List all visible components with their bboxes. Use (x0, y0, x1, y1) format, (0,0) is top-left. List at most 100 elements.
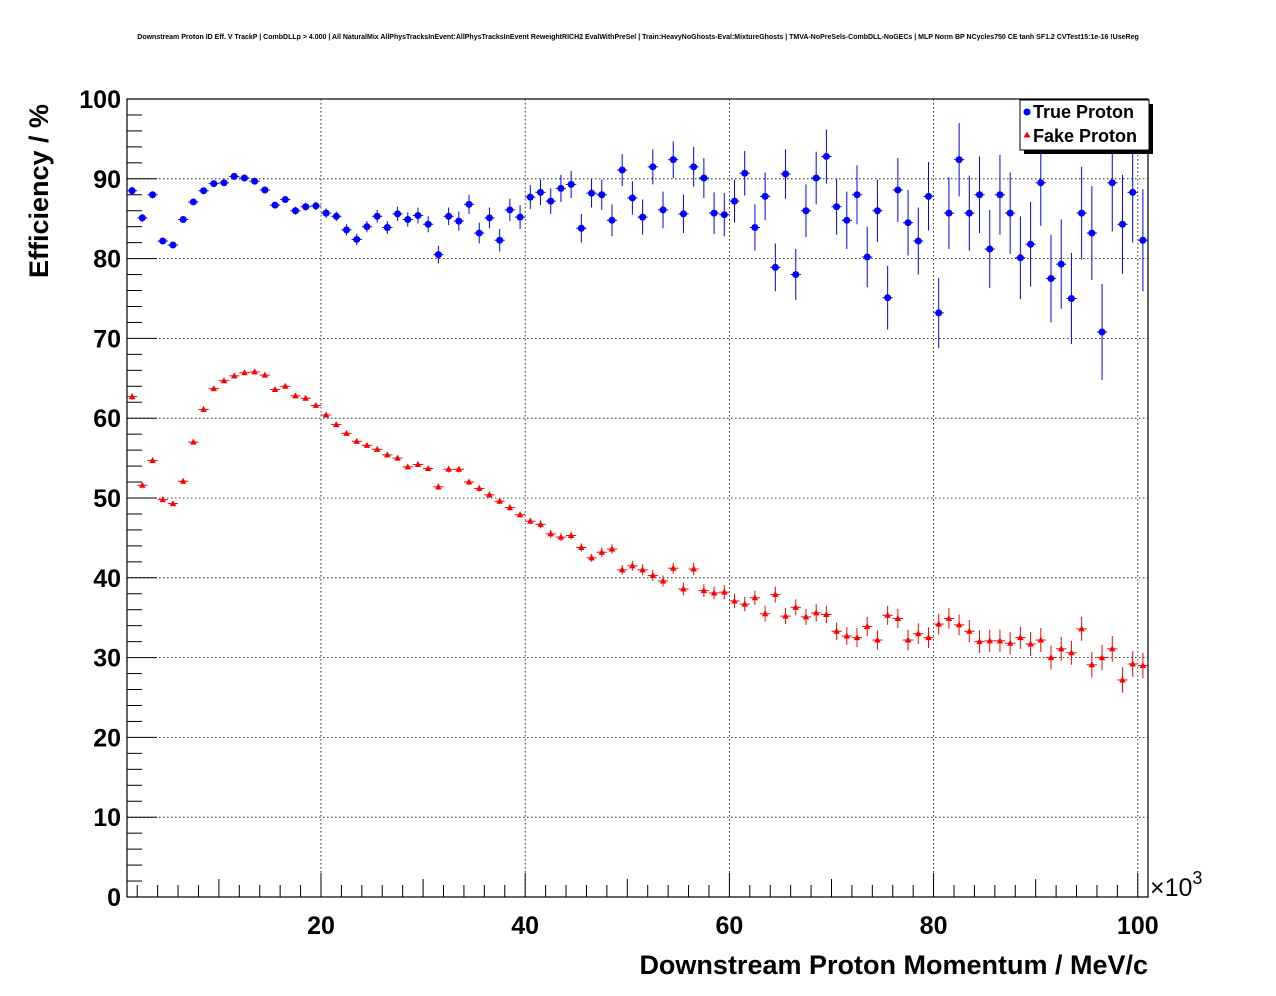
data-point (1129, 660, 1136, 667)
data-point (343, 429, 350, 436)
series-true-proton (127, 122, 1148, 380)
data-point (516, 213, 524, 221)
data-point (812, 609, 820, 616)
data-point (149, 456, 156, 463)
data-point (823, 611, 830, 618)
data-point (598, 548, 605, 555)
data-point (486, 491, 493, 498)
data-point (1068, 649, 1075, 656)
data-point (588, 554, 595, 561)
tick-labels: 0 10 20 30 40 50 60 70 80 90 100 20 40 60 80 100 (79, 86, 1158, 940)
data-point (230, 172, 238, 180)
data-point (904, 219, 912, 227)
data-point (986, 245, 994, 253)
data-point (690, 163, 698, 171)
data-point (1088, 229, 1096, 237)
data-point (424, 220, 432, 228)
data-point (363, 223, 371, 231)
data-point (302, 394, 309, 401)
data-point (1078, 209, 1086, 217)
data-point (159, 237, 167, 245)
data-point (935, 620, 942, 627)
data-point (720, 211, 728, 219)
x-axis-label: Downstream Proton Momentum / MeV/c (639, 950, 1148, 980)
data-point (659, 577, 667, 584)
data-point (567, 532, 575, 539)
data-point (577, 224, 585, 232)
data-point (506, 206, 514, 214)
data-point (680, 585, 687, 592)
legend-label-true-proton: True Proton (1033, 102, 1134, 122)
data-point (373, 212, 381, 220)
data-point (220, 377, 228, 384)
data-point (435, 483, 442, 490)
data-point (915, 630, 922, 637)
data-point (169, 241, 177, 249)
data-point (547, 530, 554, 537)
y-axis-label: Efficiency / % (24, 104, 54, 278)
data-point (1057, 260, 1065, 268)
data-point (465, 478, 473, 485)
data-point (1139, 236, 1147, 244)
data-point (526, 193, 534, 201)
data-point (802, 613, 810, 620)
data-point (200, 187, 208, 195)
data-point (853, 634, 861, 641)
data-point (547, 197, 555, 205)
data-point (241, 369, 248, 376)
data-point (179, 477, 187, 484)
data-point (884, 611, 891, 618)
plot-area (127, 99, 1148, 897)
data-point (485, 214, 493, 222)
data-point (833, 627, 840, 634)
data-point (353, 235, 361, 243)
data-point (281, 196, 289, 204)
data-point (496, 497, 503, 504)
data-point (1027, 640, 1034, 647)
data-point (761, 192, 769, 200)
y-tick-label: 50 (93, 485, 121, 513)
data-point (710, 589, 718, 596)
data-point (1006, 639, 1014, 646)
data-point (292, 392, 299, 399)
data-point (874, 636, 881, 643)
data-point (210, 180, 218, 188)
data-point (271, 385, 279, 392)
data-point (588, 189, 596, 197)
data-point (608, 216, 616, 224)
legend-box (1019, 99, 1150, 151)
data-point (1139, 662, 1147, 669)
x-multiplier-base: ×10 (1150, 874, 1192, 902)
data-point (864, 622, 871, 629)
data-point (628, 194, 636, 202)
data-point (771, 263, 779, 271)
series-fake-proton (127, 368, 1148, 693)
data-point (445, 465, 452, 472)
y-tick-label: 20 (93, 724, 121, 752)
data-point (996, 637, 1004, 644)
data-point (639, 213, 647, 221)
data-point (924, 192, 932, 200)
data-point (996, 191, 1004, 199)
data-point (710, 209, 718, 217)
data-point (1016, 254, 1024, 262)
y-tick-label: 70 (93, 325, 121, 353)
data-point (863, 253, 871, 261)
data-point (1058, 645, 1065, 652)
data-point (904, 636, 912, 643)
data-point (200, 405, 207, 412)
grid-lines (127, 99, 1148, 897)
x-axis-multiplier: ×103 (1150, 868, 1202, 902)
data-point (751, 223, 759, 231)
data-point (506, 504, 514, 511)
data-point (1047, 275, 1055, 283)
data-point (567, 180, 575, 188)
data-point (721, 588, 728, 595)
data-point (312, 202, 320, 210)
chart-title: Downstream Proton ID Eff. V TrackP | Com… (137, 34, 1139, 41)
data-point (404, 215, 412, 223)
data-point (455, 217, 463, 225)
data-point (873, 207, 881, 215)
data-point (1067, 295, 1075, 302)
